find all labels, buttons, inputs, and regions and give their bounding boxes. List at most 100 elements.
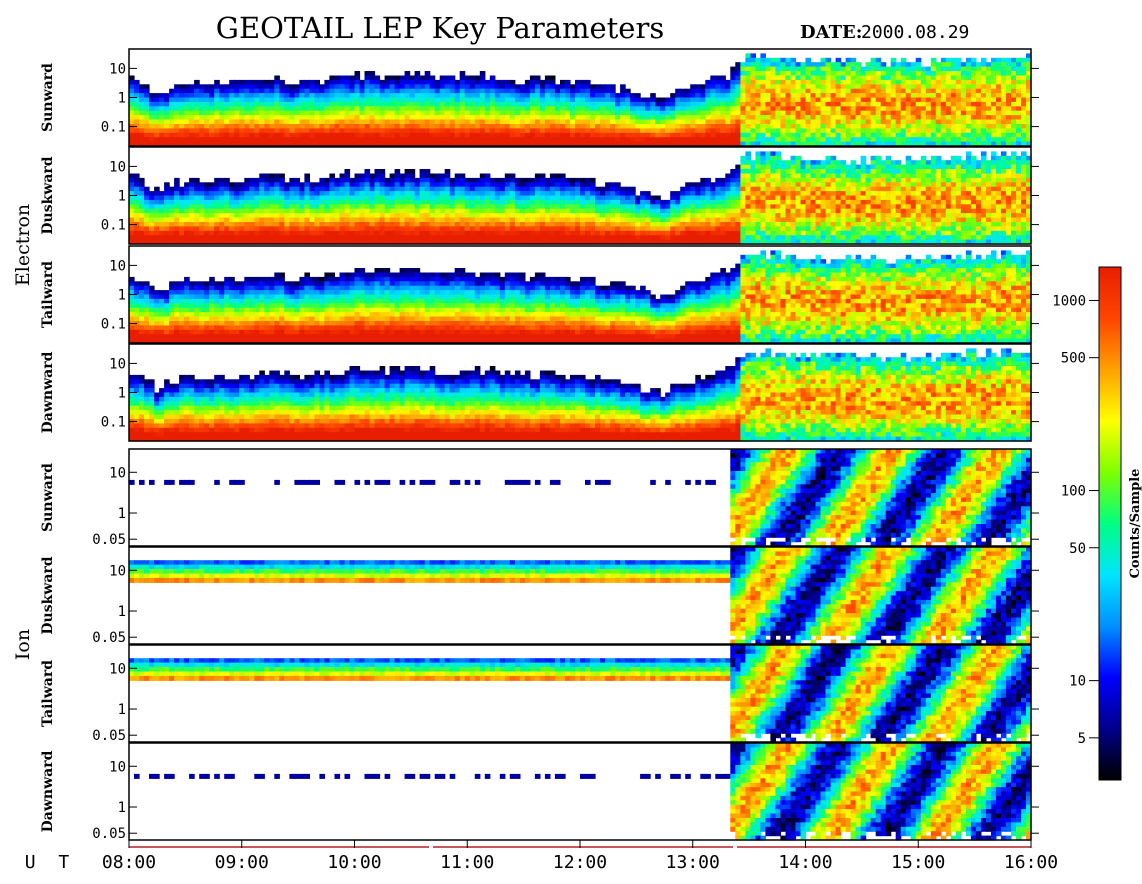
heatmap-cell — [355, 115, 361, 120]
heatmap-cell — [956, 106, 962, 111]
heatmap-cell — [695, 120, 701, 125]
heatmap-cell — [350, 120, 356, 125]
heatmap-cell — [234, 209, 240, 214]
heatmap-cell — [700, 218, 706, 223]
heatmap-cell — [811, 71, 817, 76]
heatmap-cell — [410, 102, 416, 107]
heatmap-cell — [149, 124, 155, 129]
heatmap-cell — [775, 76, 781, 81]
heatmap-cell — [179, 115, 185, 120]
heatmap-cell — [365, 115, 371, 120]
heatmap-cell — [445, 128, 451, 133]
heatmap-cell — [490, 137, 496, 142]
heatmap-cell — [395, 93, 401, 98]
heatmap-cell — [455, 178, 461, 183]
heatmap-cell — [866, 93, 872, 98]
heatmap-cell — [365, 213, 371, 218]
heatmap-cell — [906, 98, 912, 103]
heatmap-cell — [405, 128, 411, 133]
heatmap-cell — [279, 187, 285, 192]
heatmap-cell — [770, 204, 776, 209]
heatmap-cell — [319, 182, 325, 187]
heatmap-cell — [861, 80, 867, 85]
heatmap-cell — [335, 133, 341, 138]
heatmap-cell — [941, 89, 947, 94]
heatmap-cell — [530, 231, 536, 236]
heatmap-cell — [259, 226, 265, 231]
heatmap-cell — [951, 106, 957, 111]
heatmap-cell — [836, 102, 842, 107]
heatmap-cell — [911, 102, 917, 107]
heatmap-cell — [705, 115, 711, 120]
heatmap-cell — [229, 89, 235, 94]
heatmap-cell — [775, 235, 781, 240]
heatmap-cell — [445, 218, 451, 223]
heatmap-cell — [655, 111, 661, 116]
heatmap-cell — [244, 120, 250, 125]
heatmap-cell — [445, 124, 451, 129]
heatmap-cell — [234, 196, 240, 201]
heatmap-cell — [901, 128, 907, 133]
heatmap-cell — [345, 98, 351, 103]
heatmap-cell — [645, 222, 651, 227]
heatmap-cell — [811, 111, 817, 116]
heatmap-cell — [525, 226, 531, 231]
heatmap-cell — [565, 209, 571, 214]
heatmap-cell — [355, 71, 361, 76]
heatmap-cell — [350, 128, 356, 133]
heatmap-cell — [570, 196, 576, 201]
heatmap-cell — [550, 137, 556, 142]
heatmap-cell — [390, 178, 396, 183]
heatmap-cell — [570, 200, 576, 205]
heatmap-cell — [209, 115, 215, 120]
heatmap-cell — [560, 102, 566, 107]
heatmap-cell — [660, 106, 666, 111]
heatmap-cell — [715, 196, 721, 201]
heatmap-cell — [740, 213, 746, 218]
heatmap-cell — [680, 226, 686, 231]
heatmap-cell — [435, 209, 441, 214]
heatmap-cell — [946, 93, 952, 98]
heatmap-cell — [304, 196, 310, 201]
heatmap-cell — [455, 222, 461, 227]
heatmap-cell — [690, 124, 696, 129]
heatmap-cell — [725, 128, 731, 133]
heatmap-cell — [515, 218, 521, 223]
heatmap-cell — [184, 106, 190, 111]
heatmap-cell — [294, 84, 300, 89]
heatmap-cell — [395, 133, 401, 138]
heatmap-cell — [435, 128, 441, 133]
heatmap-cell — [279, 196, 285, 201]
heatmap-cell — [881, 133, 887, 138]
heatmap-cell — [725, 174, 731, 179]
heatmap-cell — [595, 120, 601, 125]
heatmap-cell — [520, 133, 526, 138]
heatmap-cell — [400, 111, 406, 116]
heatmap-cell — [921, 80, 927, 85]
heatmap-cell — [851, 111, 857, 116]
heatmap-cell — [715, 76, 721, 81]
heatmap-cell — [355, 124, 361, 129]
heatmap-cell — [224, 231, 230, 236]
heatmap-cell — [319, 222, 325, 227]
heatmap-cell — [645, 102, 651, 107]
heatmap-cell — [279, 200, 285, 205]
heatmap-cell — [901, 98, 907, 103]
heatmap-cell — [520, 231, 526, 236]
heatmap-cell — [385, 124, 391, 129]
heatmap-cell — [174, 128, 180, 133]
heatmap-cell — [249, 102, 255, 107]
heatmap-cell — [801, 67, 807, 72]
heatmap-cell — [420, 115, 426, 120]
heatmap-cell — [495, 187, 501, 192]
heatmap-cell — [314, 204, 320, 209]
heatmap-cell — [144, 187, 150, 192]
heatmap-cell — [560, 226, 566, 231]
heatmap-cell — [254, 226, 260, 231]
heatmap-cell — [851, 84, 857, 89]
heatmap-cell — [324, 98, 330, 103]
heatmap-cell — [480, 89, 486, 94]
heatmap-cell — [370, 178, 376, 183]
heatmap-cell — [740, 182, 746, 187]
heatmap-cell — [961, 102, 967, 107]
